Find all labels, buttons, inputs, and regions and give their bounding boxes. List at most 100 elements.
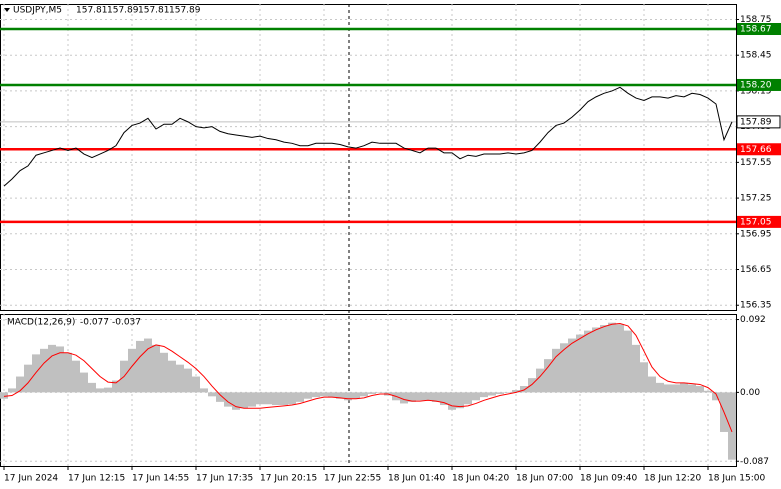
ohlc-open: 157.81 [76, 6, 108, 16]
macd-bar [536, 368, 544, 393]
macd-bar [328, 392, 336, 398]
macd-bar [184, 368, 192, 393]
macd-bar [320, 392, 328, 397]
macd-bar [40, 348, 48, 393]
macd-bar [552, 348, 560, 393]
macd-bar [376, 392, 384, 393]
macd-bar [360, 392, 368, 397]
macd-bar [608, 322, 616, 393]
menu-arrow[interactable] [4, 8, 10, 12]
macd-bar [520, 386, 528, 393]
macd-bar [280, 392, 288, 406]
macd-bar [432, 392, 440, 402]
macd-bar [664, 384, 672, 393]
macd-bar [656, 382, 664, 393]
y-tick-label: 0.00 [740, 388, 760, 398]
x-tick-label: 17 Jun 17:35 [196, 474, 253, 484]
macd-bar [408, 392, 416, 402]
macd-bar [424, 392, 432, 401]
macd-bar [80, 372, 88, 393]
x-tick-label: 18 Jun 07:00 [516, 474, 573, 484]
y-tick-label: -0.087 [740, 457, 769, 467]
y-tick-label: 0.092 [740, 315, 766, 325]
level-label-box [737, 23, 781, 36]
y-tick-label: 156.65 [740, 265, 772, 275]
macd-bar [400, 392, 408, 404]
macd-bar [224, 392, 232, 407]
macd-bar [112, 380, 120, 393]
signal-line [3, 322, 733, 433]
y-tick-label: 158.75 [740, 15, 772, 25]
macd-bar [152, 344, 160, 393]
macd-bar [192, 376, 200, 393]
macd-bar [368, 392, 376, 394]
macd-bar [352, 392, 360, 399]
macd-bar [24, 364, 32, 393]
macd-bar [240, 392, 248, 409]
macd-bar [128, 348, 136, 393]
level-label-box [737, 143, 781, 156]
x-tick-label: 18 Jun 04:20 [452, 474, 509, 484]
macd-bar [256, 392, 264, 405]
level-label: 158.20 [740, 80, 772, 90]
macd-bar [8, 388, 16, 393]
macd-bar [560, 343, 568, 393]
macd-bar [144, 338, 152, 393]
macd-bar [456, 392, 464, 409]
macd-bar [640, 362, 648, 393]
macd-bar [288, 392, 296, 405]
macd-bar [176, 364, 184, 393]
x-tick-label: 18 Jun 12:20 [644, 474, 701, 484]
y-tick-label: 157.55 [740, 158, 772, 168]
macd-bar [72, 360, 80, 393]
last-price-label: 157.89 [740, 117, 772, 127]
macd-bar [728, 392, 736, 460]
y-tick-label: 157.25 [740, 194, 772, 204]
macd-bar [312, 392, 320, 398]
macd-bar [416, 392, 424, 401]
macd-value: -0.077 [80, 318, 109, 328]
macd-bar [568, 338, 576, 393]
macd-bar [200, 388, 208, 393]
ohlc-high: 157.89 [107, 6, 139, 16]
macd-bar [528, 378, 536, 393]
macd-bar [544, 359, 552, 393]
macd-bar [0, 392, 8, 399]
macd-bar [16, 376, 24, 393]
level-label: 158.67 [740, 25, 772, 35]
last-price-box [736, 115, 781, 129]
x-tick-label: 18 Jun 15:00 [708, 474, 765, 484]
macd-bar [632, 344, 640, 393]
macd-bar [296, 392, 304, 402]
x-tick-label: 17 Jun 12:15 [68, 474, 125, 484]
macd-bar [472, 392, 480, 401]
macd-bar [672, 384, 680, 393]
panel-frame [0, 4, 737, 311]
y-tick-label: 158.15 [740, 86, 772, 96]
macd-bar [688, 384, 696, 393]
macd-bar [600, 325, 608, 393]
macd-bar [696, 386, 704, 393]
macd-bar [232, 392, 240, 410]
macd-bar [448, 392, 456, 410]
x-tick-label: 17 Jun 20:15 [260, 474, 317, 484]
macd-bar [56, 346, 64, 393]
macd-bar [96, 388, 104, 393]
macd-bar [712, 392, 720, 401]
x-tick-label: 17 Jun 22:55 [324, 474, 381, 484]
ohlc-close: 157.89 [169, 6, 201, 16]
x-tick-label: 17 Jun 14:55 [132, 474, 189, 484]
signal-value: -0.037 [112, 318, 141, 328]
macd-bar [488, 392, 496, 396]
macd-bar [704, 390, 712, 393]
macd-bar [160, 352, 168, 393]
macd-bar [512, 390, 520, 393]
macd-bar [304, 392, 312, 399]
macd-bar [616, 324, 624, 393]
macd-bar [64, 352, 72, 393]
x-tick-label: 17 Jun 2024 [4, 474, 58, 484]
macd-bar [48, 344, 56, 393]
macd-bar [136, 340, 144, 393]
macd-bar [480, 392, 488, 398]
macd-bar [344, 392, 352, 401]
